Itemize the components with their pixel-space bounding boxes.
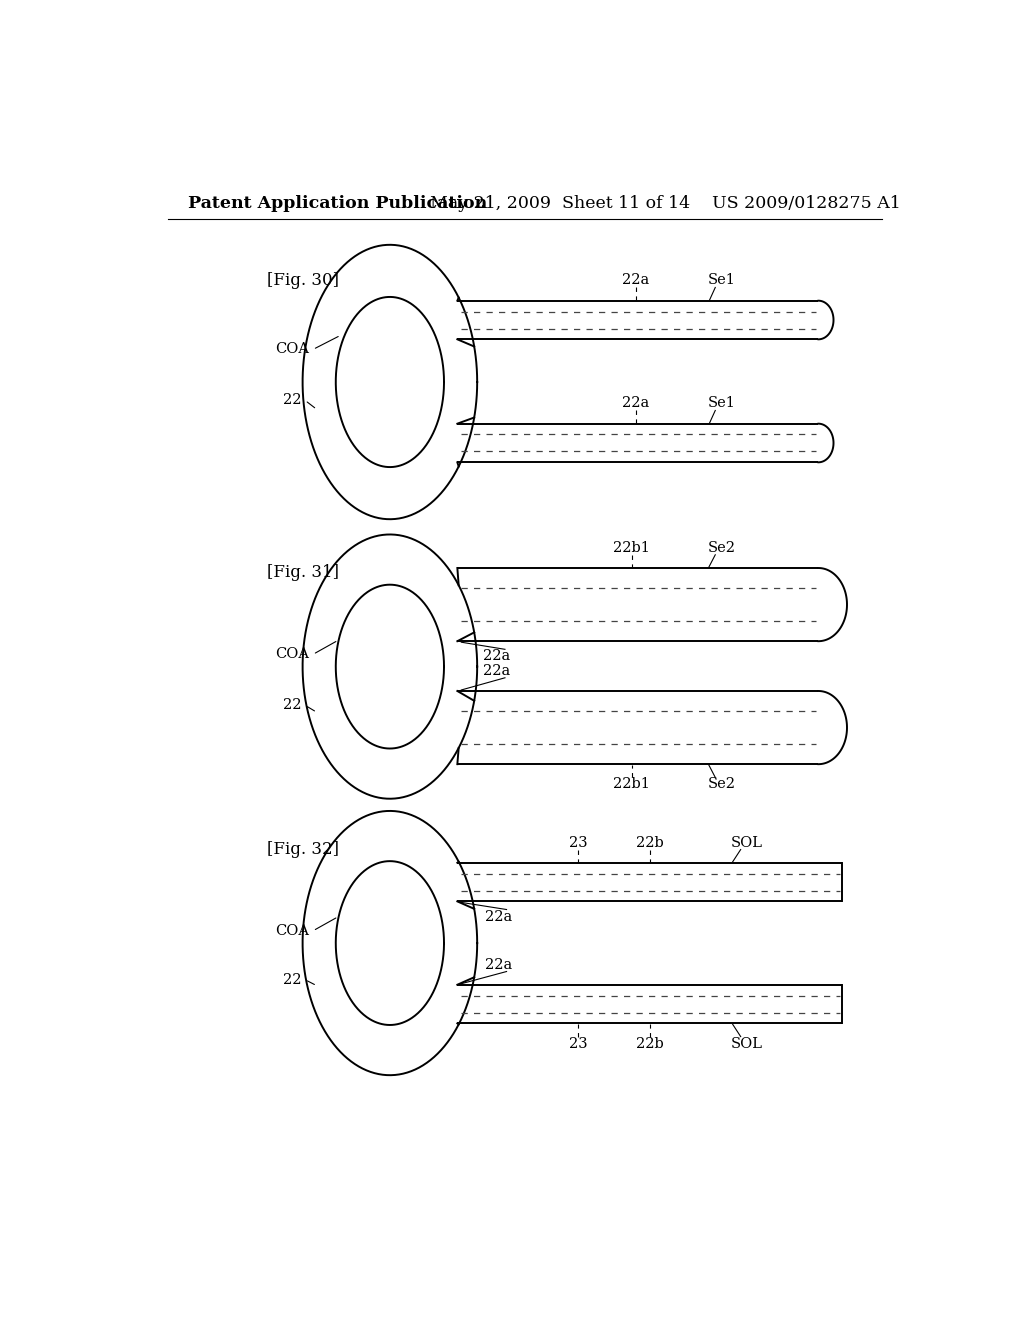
Text: 22b1: 22b1 [613, 541, 650, 554]
Text: Patent Application Publication: Patent Application Publication [187, 194, 486, 211]
Text: COA: COA [274, 924, 309, 939]
Text: COA: COA [274, 647, 309, 661]
Text: 22a: 22a [483, 649, 511, 664]
Text: [Fig. 31]: [Fig. 31] [267, 564, 339, 581]
Text: Se1: Se1 [708, 396, 735, 411]
Text: [Fig. 32]: [Fig. 32] [267, 841, 339, 858]
Text: SOL: SOL [731, 836, 763, 850]
Text: 22b: 22b [636, 1036, 664, 1051]
Text: 22: 22 [283, 698, 301, 713]
Text: 23: 23 [568, 836, 588, 850]
Text: 22b1: 22b1 [613, 777, 650, 792]
Text: May 21, 2009  Sheet 11 of 14    US 2009/0128275 A1: May 21, 2009 Sheet 11 of 14 US 2009/0128… [409, 194, 901, 211]
Text: 23: 23 [568, 1036, 588, 1051]
Text: COA: COA [274, 342, 309, 356]
Text: Se2: Se2 [708, 541, 735, 554]
Text: SOL: SOL [731, 1036, 763, 1051]
Text: 22a: 22a [485, 957, 512, 972]
Text: 22: 22 [283, 393, 301, 408]
Text: 22a: 22a [623, 273, 649, 288]
Text: [Fig. 30]: [Fig. 30] [267, 272, 339, 289]
Text: 22a: 22a [623, 396, 649, 411]
Text: Se1: Se1 [708, 273, 735, 288]
Text: 22a: 22a [483, 664, 511, 677]
Text: Se2: Se2 [708, 777, 735, 792]
Text: 22: 22 [283, 973, 301, 986]
Text: 22b: 22b [636, 836, 664, 850]
Text: 22a: 22a [485, 909, 512, 924]
